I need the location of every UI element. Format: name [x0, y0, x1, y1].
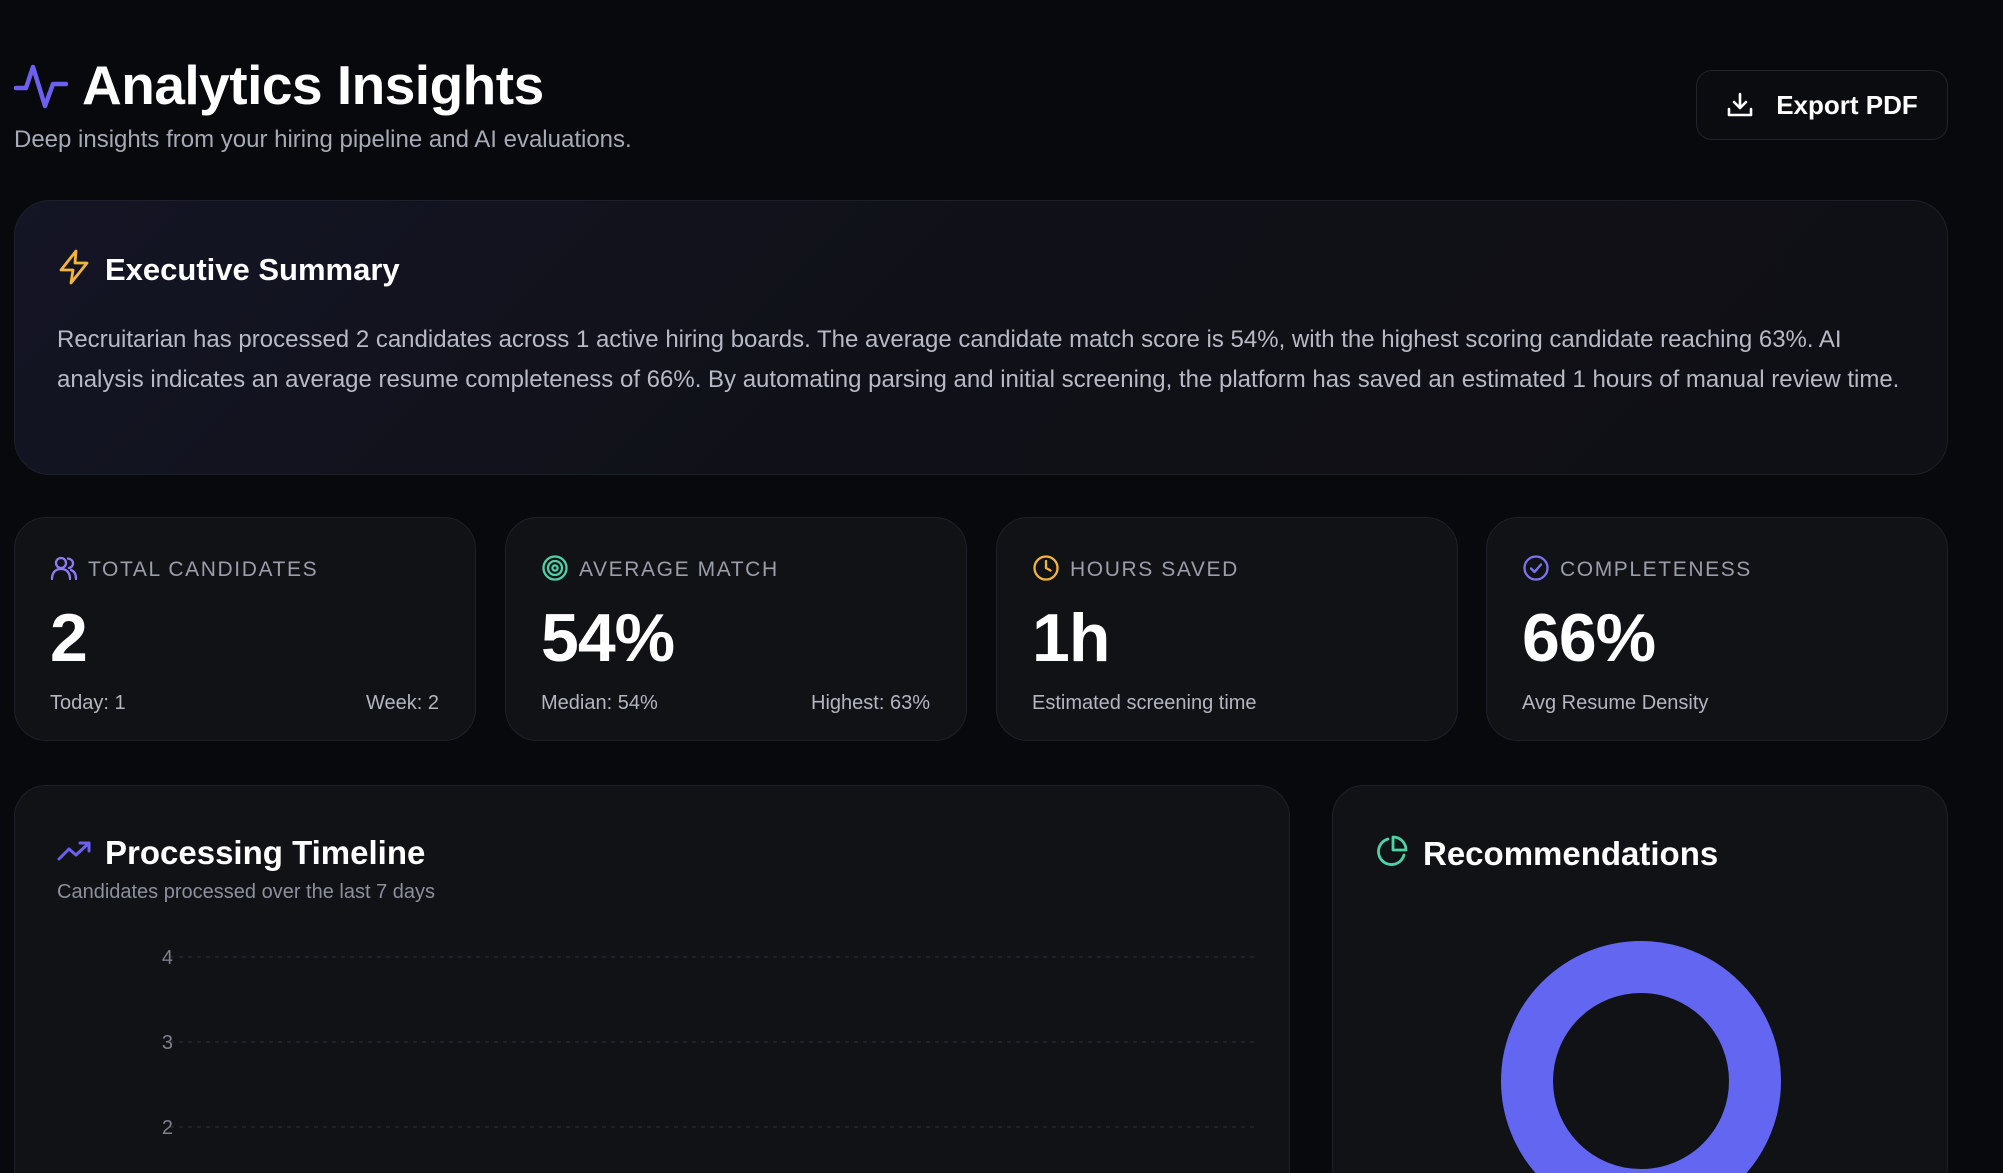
donut-slice[interactable]	[1501, 941, 1781, 1173]
recommendations-header: Recommendations	[1375, 834, 1718, 873]
executive-summary-text: Recruitarian has processed 2 candidates …	[57, 326, 1900, 393]
lightning-icon	[57, 249, 91, 290]
activity-icon	[14, 58, 68, 112]
timeline-chart: 4 3 2	[162, 947, 1255, 1139]
metric-footer: Estimated screening time	[1032, 692, 1421, 715]
export-pdf-label: Export PDF	[1776, 89, 1918, 120]
metric-foot-right: Highest: 63%	[811, 692, 930, 714]
pie-chart-icon	[1375, 834, 1409, 873]
metric-label: AVERAGE MATCH	[579, 558, 779, 581]
metric-foot-left: Median: 54%	[541, 692, 658, 714]
check-circle-icon	[1522, 554, 1550, 587]
metric-header: TOTAL CANDIDATES	[50, 554, 439, 586]
title-row: Analytics Insights	[14, 52, 1948, 118]
metric-label: COMPLETENESS	[1560, 558, 1752, 581]
metric-foot-left: Estimated screening time	[1032, 692, 1257, 714]
executive-summary-header: Executive Summary	[57, 249, 1905, 290]
metric-card-completeness: COMPLETENESS 66% Avg Resume Density	[1486, 517, 1948, 741]
y-tick-label: 4	[162, 947, 173, 969]
metric-value: 1h	[1032, 600, 1110, 676]
executive-summary-card: Executive Summary Recruitarian has proce…	[14, 200, 1948, 475]
target-icon	[541, 554, 569, 587]
metric-foot-right: Week: 2	[366, 692, 439, 714]
processing-timeline-header: Processing Timeline	[57, 834, 425, 872]
metric-footer: Median: 54% Highest: 63%	[541, 692, 930, 715]
page-subtitle: Deep insights from your hiring pipeline …	[14, 126, 632, 153]
download-icon	[1726, 91, 1754, 119]
metric-footer: Today: 1 Week: 2	[50, 692, 439, 715]
metric-header: COMPLETENESS	[1522, 554, 1911, 586]
recommendations-chart	[1501, 941, 1781, 1173]
processing-timeline-panel: Processing Timeline Candidates processed…	[14, 785, 1290, 1173]
recommendations-title: Recommendations	[1423, 834, 1719, 872]
y-tick-label: 2	[162, 1117, 173, 1139]
metric-value: 2	[50, 600, 88, 676]
metric-card-total-candidates: TOTAL CANDIDATES 2 Today: 1 Week: 2	[14, 517, 476, 741]
metric-value: 54%	[541, 600, 675, 676]
processing-timeline-subtitle: Candidates processed over the last 7 day…	[57, 881, 435, 903]
metric-foot-left: Today: 1	[50, 692, 126, 714]
metric-label: HOURS SAVED	[1070, 558, 1239, 581]
y-tick-label: 3	[162, 1032, 173, 1054]
metric-label: TOTAL CANDIDATES	[88, 558, 319, 581]
metric-card-average-match: AVERAGE MATCH 54% Median: 54% Highest: 6…	[505, 517, 967, 741]
executive-summary-title: Executive Summary	[105, 251, 400, 287]
page-header: Analytics Insights Deep insights from yo…	[14, 52, 1948, 162]
metric-foot-left: Avg Resume Density	[1522, 692, 1709, 714]
metric-header: AVERAGE MATCH	[541, 554, 930, 586]
metric-header: HOURS SAVED	[1032, 554, 1421, 586]
clock-icon	[1032, 554, 1060, 587]
export-pdf-button[interactable]: Export PDF	[1696, 70, 1948, 140]
metric-value: 66%	[1522, 600, 1656, 676]
processing-timeline-title: Processing Timeline	[105, 834, 426, 871]
trending-up-icon	[57, 839, 91, 868]
recommendations-panel: Recommendations	[1332, 785, 1948, 1173]
metric-footer: Avg Resume Density	[1522, 692, 1911, 715]
metric-card-hours-saved: HOURS SAVED 1h Estimated screening time	[996, 517, 1458, 741]
users-icon	[50, 554, 78, 587]
page-title: Analytics Insights	[82, 54, 544, 116]
